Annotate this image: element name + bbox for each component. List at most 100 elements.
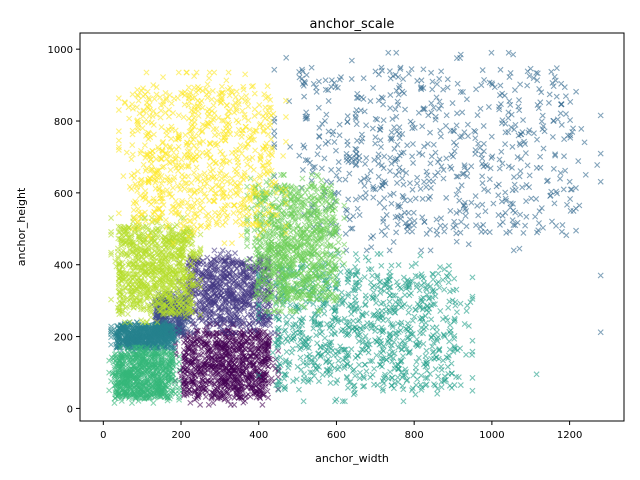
data-point-cluster-4 [493, 183, 500, 190]
data-point-cluster-4 [444, 84, 451, 91]
data-point-cluster-4 [523, 198, 530, 205]
data-point-cluster-4 [405, 70, 412, 77]
data-point-cluster-4 [567, 186, 574, 193]
data-point-cluster-4 [548, 188, 555, 195]
data-point-cluster-4 [316, 124, 323, 131]
data-point-cluster-0 [221, 340, 228, 347]
data-point-cluster-0 [191, 389, 198, 396]
data-point-cluster-2 [222, 329, 229, 336]
data-point-cluster-4 [402, 106, 409, 113]
data-point-cluster-2 [221, 275, 228, 282]
data-point-cluster-4 [562, 111, 569, 118]
data-point-cluster-4 [548, 68, 555, 75]
data-point-cluster-3 [187, 329, 194, 336]
data-point-cluster-4 [424, 140, 431, 147]
data-point-cluster-6 [388, 382, 395, 389]
data-point-cluster-6 [297, 354, 304, 361]
data-point-cluster-0 [196, 357, 203, 364]
data-point-cluster-4 [508, 124, 515, 131]
data-point-cluster-4 [479, 180, 486, 187]
data-point-cluster-0 [188, 362, 195, 369]
data-point-cluster-4 [547, 193, 554, 199]
data-point-cluster-2 [218, 270, 225, 277]
data-point-cluster-4 [566, 178, 573, 185]
data-point-cluster-2 [212, 275, 219, 282]
data-point-cluster-4 [427, 160, 434, 167]
data-point-cluster-4 [386, 247, 393, 254]
data-point-cluster-4 [438, 215, 445, 222]
data-point-cluster-4 [550, 117, 557, 124]
data-point-cluster-4 [336, 132, 343, 139]
data-point-cluster-4 [465, 241, 472, 248]
data-point-cluster-4 [381, 195, 388, 202]
data-point-cluster-4 [430, 104, 437, 111]
data-point-cluster-4 [459, 89, 466, 95]
data-point-cluster-4 [450, 224, 457, 231]
data-point-cluster-0 [218, 373, 225, 380]
data-point-cluster-4 [367, 167, 374, 174]
data-point-cluster-6 [406, 292, 413, 299]
data-point-cluster-4 [331, 139, 338, 145]
data-point-cluster-0 [237, 393, 244, 400]
data-point-cluster-2 [202, 268, 209, 275]
data-point-cluster-0 [239, 357, 245, 364]
data-point-cluster-4 [348, 155, 355, 162]
data-point-cluster-4 [419, 195, 426, 202]
data-point-cluster-0 [187, 399, 194, 406]
data-point-cluster-4 [430, 178, 437, 185]
data-point-cluster-2 [216, 313, 223, 320]
data-point-cluster-4 [387, 192, 394, 199]
data-point-cluster-0 [238, 348, 245, 355]
data-point-cluster-6 [432, 382, 439, 389]
data-point-cluster-4 [506, 228, 513, 235]
data-point-cluster-6 [430, 276, 437, 283]
data-point-cluster-4 [472, 135, 479, 142]
data-point-cluster-7 [150, 400, 157, 407]
data-point-cluster-6 [363, 368, 370, 375]
data-point-cluster-4 [368, 244, 375, 251]
data-point-cluster-4 [509, 217, 516, 224]
data-point-cluster-4 [575, 158, 582, 165]
data-point-cluster-4 [488, 49, 495, 56]
data-point-cluster-6 [435, 270, 442, 277]
data-point-cluster-4 [573, 88, 580, 95]
data-point-cluster-4 [464, 121, 471, 128]
data-point-cluster-4 [401, 90, 408, 97]
data-point-cluster-4 [481, 76, 488, 83]
data-point-cluster-4 [427, 247, 434, 254]
data-point-cluster-4 [520, 229, 527, 236]
data-point-cluster-4 [335, 159, 342, 166]
data-point-cluster-4 [319, 120, 326, 127]
data-point-cluster-2 [238, 261, 245, 268]
data-point-cluster-0 [202, 332, 209, 339]
data-point-cluster-4 [363, 155, 370, 162]
data-point-cluster-4 [395, 101, 402, 108]
data-point-cluster-4 [474, 202, 481, 209]
data-point-cluster-4 [434, 81, 441, 88]
data-point-cluster-4 [395, 202, 402, 208]
data-point-cluster-0 [181, 339, 187, 346]
data-point-cluster-4 [397, 215, 404, 222]
data-point-cluster-3 [184, 327, 191, 333]
data-point-cluster-4 [537, 164, 544, 171]
data-point-cluster-0 [210, 389, 217, 396]
data-point-cluster-4 [405, 209, 412, 216]
data-point-cluster-0 [233, 363, 240, 370]
data-point-cluster-6 [438, 363, 445, 370]
data-point-cluster-0 [214, 353, 221, 360]
data-point-cluster-4 [358, 138, 365, 145]
data-point-cluster-2 [225, 298, 232, 305]
data-point-cluster-4 [400, 194, 407, 201]
data-point-cluster-6 [306, 351, 313, 358]
data-point-cluster-4 [391, 124, 398, 131]
data-point-cluster-4 [480, 221, 487, 228]
data-point-cluster-2 [226, 269, 233, 276]
data-point-cluster-4 [488, 133, 495, 140]
data-point-cluster-0 [220, 367, 227, 374]
data-point-cluster-0 [201, 362, 208, 369]
data-point-cluster-4 [303, 109, 310, 116]
data-point-cluster-4 [421, 143, 428, 150]
data-point-cluster-4 [390, 238, 397, 245]
data-point-cluster-4 [315, 78, 322, 85]
data-point-cluster-4 [392, 106, 399, 113]
